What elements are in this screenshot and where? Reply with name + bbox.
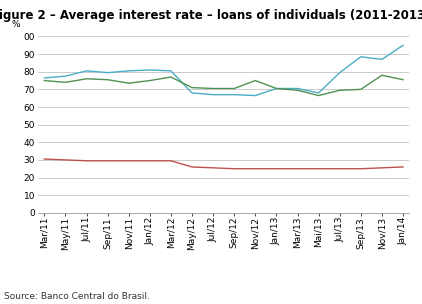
Text: Source: Banco Central do Brasil.: Source: Banco Central do Brasil. xyxy=(4,292,150,301)
Text: %: % xyxy=(12,20,21,29)
Text: Figure 2 – Average interest rate – loans of individuals (2011-2013): Figure 2 – Average interest rate – loans… xyxy=(0,9,422,22)
